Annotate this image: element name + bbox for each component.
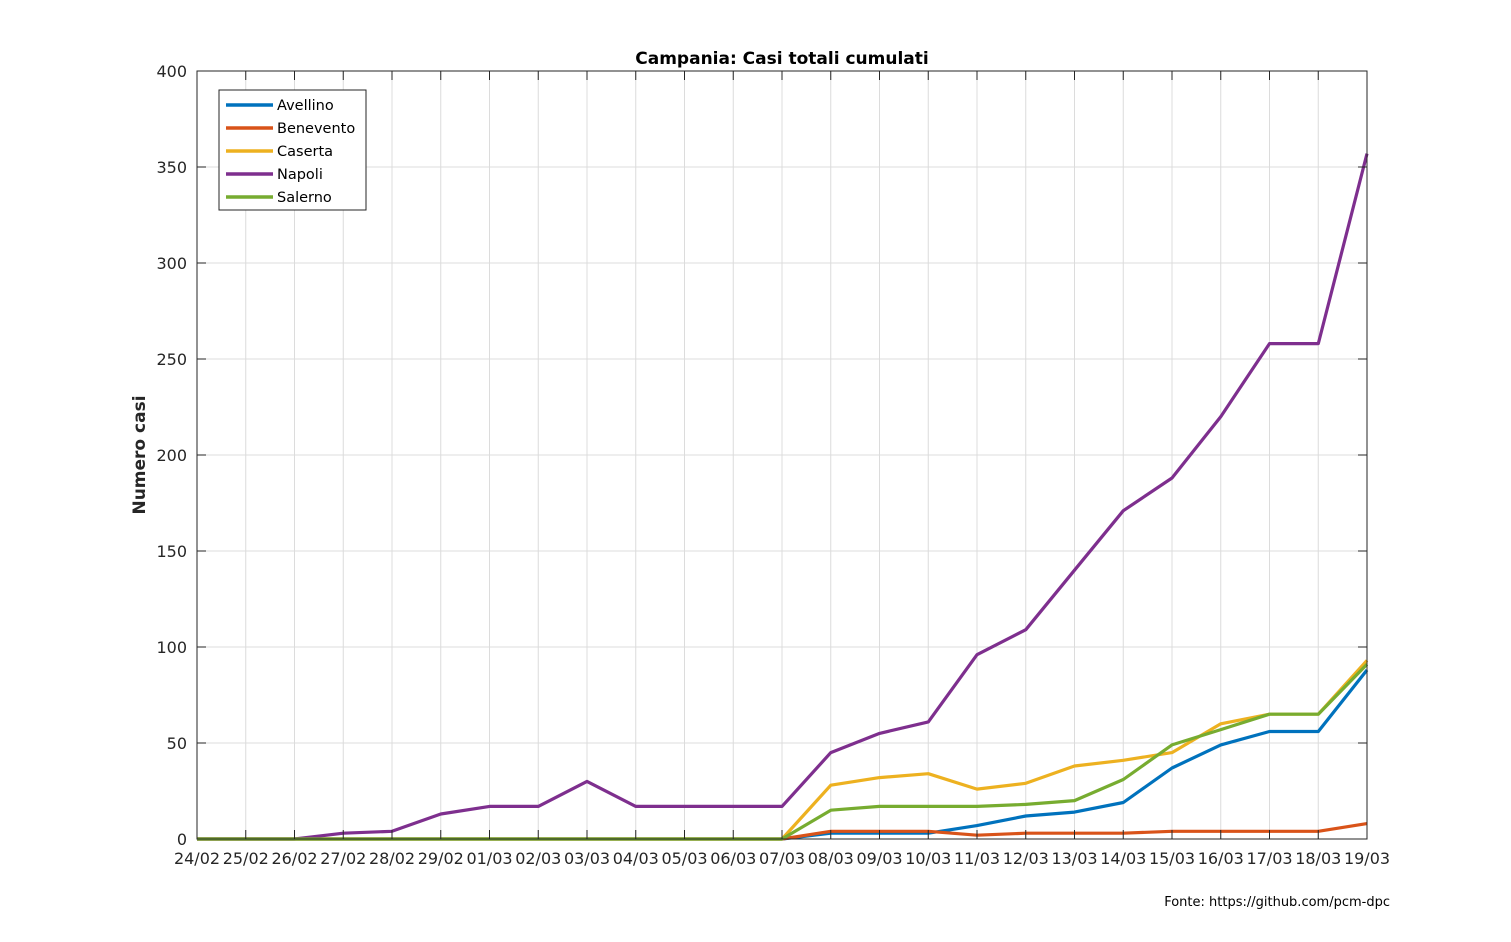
chart-title: Campania: Casi totali cumulati	[635, 49, 928, 69]
legend-label-avellino: Avellino	[277, 98, 334, 114]
y-tick-label: 400	[156, 62, 187, 81]
legend-label-salerno: Salerno	[277, 190, 332, 206]
x-tick-label: 14/03	[1100, 849, 1146, 868]
x-tick-label: 11/03	[954, 849, 1000, 868]
legend-label-benevento: Benevento	[277, 121, 355, 137]
grid	[197, 71, 1367, 839]
x-tick-label: 05/03	[661, 849, 707, 868]
x-tick-label: 08/03	[808, 849, 854, 868]
y-tick-label: 200	[156, 446, 187, 465]
y-axis-label: Numero casi	[130, 395, 150, 514]
x-tick-label: 12/03	[1003, 849, 1049, 868]
legend-label-napoli: Napoli	[277, 167, 323, 183]
x-tick-label: 17/03	[1246, 849, 1292, 868]
x-tick-label: 06/03	[710, 849, 756, 868]
y-tick-label: 50	[167, 734, 187, 753]
y-tick-label: 150	[156, 542, 187, 561]
x-tick-label: 16/03	[1198, 849, 1244, 868]
legend: Avellino Benevento Caserta Napoli Salerno	[218, 89, 367, 211]
x-tick-label: 13/03	[1051, 849, 1097, 868]
y-tick-label: 100	[156, 638, 187, 657]
x-tick-label: 18/03	[1295, 849, 1341, 868]
source-note: Fonte: https://github.com/pcm-dpc	[1164, 895, 1390, 910]
y-tick-label: 250	[156, 350, 187, 369]
x-axis-ticks: 24/02 25/02 26/02 27/02 28/02 29/02 01/03 02/03…	[174, 71, 1390, 868]
x-tick-label: 09/03	[856, 849, 902, 868]
y-tick-label: 0	[177, 830, 187, 849]
x-tick-label: 07/03	[759, 849, 805, 868]
y-tick-label: 350	[156, 158, 187, 177]
x-tick-label: 25/02	[223, 849, 269, 868]
x-tick-label: 27/02	[320, 849, 366, 868]
x-tick-label: 19/03	[1344, 849, 1390, 868]
x-tick-label: 03/03	[564, 849, 610, 868]
y-axis-ticks: 0 50 100 150 200 250 300 350 400	[156, 62, 1367, 849]
x-tick-label: 15/03	[1149, 849, 1195, 868]
x-tick-label: 24/02	[174, 849, 220, 868]
y-tick-label: 300	[156, 254, 187, 273]
x-tick-label: 28/02	[369, 849, 415, 868]
x-tick-label: 26/02	[271, 849, 317, 868]
x-tick-label: 29/02	[418, 849, 464, 868]
x-tick-label: 04/03	[613, 849, 659, 868]
x-tick-label: 02/03	[515, 849, 561, 868]
x-tick-label: 01/03	[466, 849, 512, 868]
x-tick-label: 10/03	[905, 849, 951, 868]
legend-label-caserta: Caserta	[277, 144, 333, 160]
